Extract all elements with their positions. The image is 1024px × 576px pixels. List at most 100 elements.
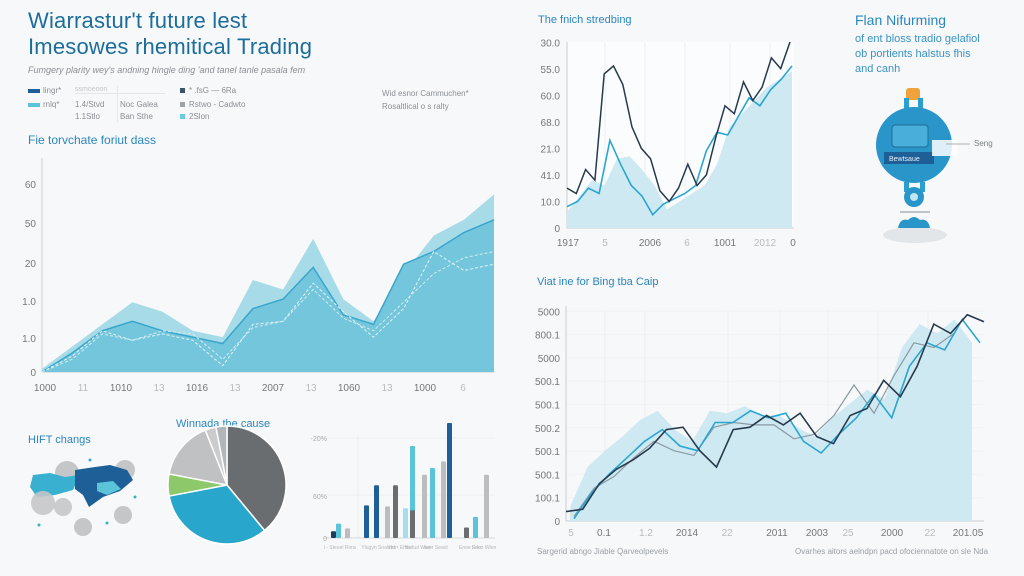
x-category-label: Ylugyn Snalion	[361, 545, 395, 551]
x-category-label: Seeo Wlen	[472, 545, 497, 551]
legend-marker-icon	[180, 88, 185, 94]
page-subtitle: Fumgery plarity wey's andning hingle din…	[28, 65, 306, 75]
x-tick-label: 2014	[676, 528, 699, 539]
y-tick-label: 60.0	[541, 92, 561, 103]
y-tick-label: 1.0	[22, 297, 36, 308]
device-pipe	[904, 182, 909, 192]
panel-body: of ent bloss tradio gelafiol ob portient…	[855, 32, 980, 77]
device-label: Bewtsaue	[889, 156, 920, 163]
y-tick-label: 50	[25, 219, 37, 230]
x-tick-label: 13	[229, 383, 241, 394]
legend-series-1: lingr*	[28, 86, 61, 95]
legend-marker-label: * .fsG — 6Ra	[189, 86, 237, 95]
legend-marker-1: * .fsG — 6Ra	[180, 86, 236, 95]
x-tick-label: 13	[381, 383, 393, 394]
map-title: HIFT changs	[28, 434, 91, 446]
x-tick-label: 1000	[414, 383, 437, 394]
bar	[345, 528, 350, 538]
line-series-dark	[566, 41, 791, 203]
area-series-dashed-a	[41, 250, 495, 373]
page-title-line1: Wiarrastur't future lest	[28, 8, 248, 33]
device-valve-center	[910, 193, 918, 201]
pie-slice	[215, 425, 228, 486]
y-tick-label: 500.1	[535, 470, 560, 481]
y-tick-label: 41.0	[541, 171, 561, 182]
map-dot	[88, 458, 92, 462]
bar	[331, 531, 336, 538]
x-tick-label: 1060	[338, 383, 361, 394]
x-tick-label: 13	[153, 383, 165, 394]
legend-marker-icon	[180, 114, 185, 120]
y-tick-label: 500.1	[535, 401, 560, 412]
x-tick-label: 0	[790, 238, 796, 249]
x-category-label: Hdrr Ehtio	[389, 545, 412, 551]
map-bubble	[114, 506, 132, 524]
bar	[441, 461, 446, 538]
y-tick-label: 68.0	[541, 118, 561, 129]
legend-label: lingr*	[43, 86, 62, 95]
bar	[336, 523, 341, 538]
legend-marker-icon	[180, 102, 185, 108]
choropleth-map	[30, 458, 137, 536]
y-tick-label: 0	[554, 517, 560, 528]
device-label-plate	[884, 152, 934, 164]
y-tick-label: 30.0	[541, 39, 561, 50]
legend-label: rnlq*	[43, 100, 60, 109]
area-series-main	[42, 219, 494, 372]
device-pipe	[904, 98, 909, 110]
y-tick-label: 60%	[313, 494, 327, 501]
legend-table-cell: 1.4/Stvd	[75, 100, 105, 109]
device-screen	[891, 124, 929, 148]
bar	[430, 468, 435, 538]
panel-body-line: of ent bloss tradio gelafiol	[855, 33, 980, 45]
map-bubble	[74, 518, 92, 536]
footer-note-left: Sargerid abngo Jiable Qarveolpevels	[537, 547, 669, 556]
device-rail	[900, 211, 930, 213]
page-title-line2: Imesowes rhemitical Trading	[28, 34, 313, 59]
device-shadow	[883, 227, 947, 243]
y-tick-label: 1.0	[22, 334, 36, 345]
x-tick-label: 22	[924, 528, 936, 539]
x-tick-label: 2006	[639, 238, 662, 249]
x-tick-label: 5	[568, 528, 574, 539]
x-tick-label: 22	[721, 528, 733, 539]
panel-body-line: ob portients halstus fhis	[855, 48, 971, 60]
legend-table-cell: 1.1Stlo	[75, 112, 100, 121]
map-region-mid	[97, 481, 121, 495]
x-tick-label: 2012	[754, 238, 777, 249]
x-tick-label: 13	[305, 383, 317, 394]
line-chart-2-title: Viat ine for Bing tba Caip	[537, 276, 659, 288]
footer-note-right: Ovarhes aitors aelndpn pacd ofociennatot…	[795, 547, 989, 556]
x-tick-label: 1001	[714, 238, 737, 249]
x-tick-label: 6	[684, 238, 690, 249]
device-illustration: Bewtsaue Seng	[876, 88, 993, 243]
map-dot	[133, 495, 137, 499]
legend-swatch	[28, 88, 40, 93]
line-series-teal	[566, 65, 793, 216]
device-pipe	[920, 182, 925, 192]
bar	[473, 516, 478, 538]
bar	[410, 510, 415, 538]
bar	[422, 474, 427, 538]
bar	[484, 474, 489, 538]
x-tick-label: 2007	[262, 383, 285, 394]
x-tick-label: 1016	[186, 383, 209, 394]
map-dot	[105, 521, 109, 525]
x-tick-label: 2000	[881, 528, 904, 539]
pie-slice	[226, 425, 287, 532]
legend-note-1: Wid esnor Cammuchen*	[382, 89, 469, 98]
area-series-main-line	[41, 219, 495, 373]
panel-title: Flan Nifurming	[855, 12, 947, 28]
legend-note-2: Rosaltlical o s ralty	[382, 102, 449, 111]
y-tick-label: 21.0	[541, 145, 561, 156]
y-tick-label: 800.1	[535, 331, 560, 342]
legend-marker-3: 2Slon	[180, 112, 209, 121]
y-tick-label: 500.2	[535, 424, 560, 435]
x-category-label: Enoe Erlo	[459, 545, 481, 551]
line-series-teal	[573, 317, 981, 520]
page-title: Wiarrastur't future lest Imesowes rhemit…	[28, 8, 312, 60]
legend-table-cell: Ban Sthe	[120, 112, 153, 121]
